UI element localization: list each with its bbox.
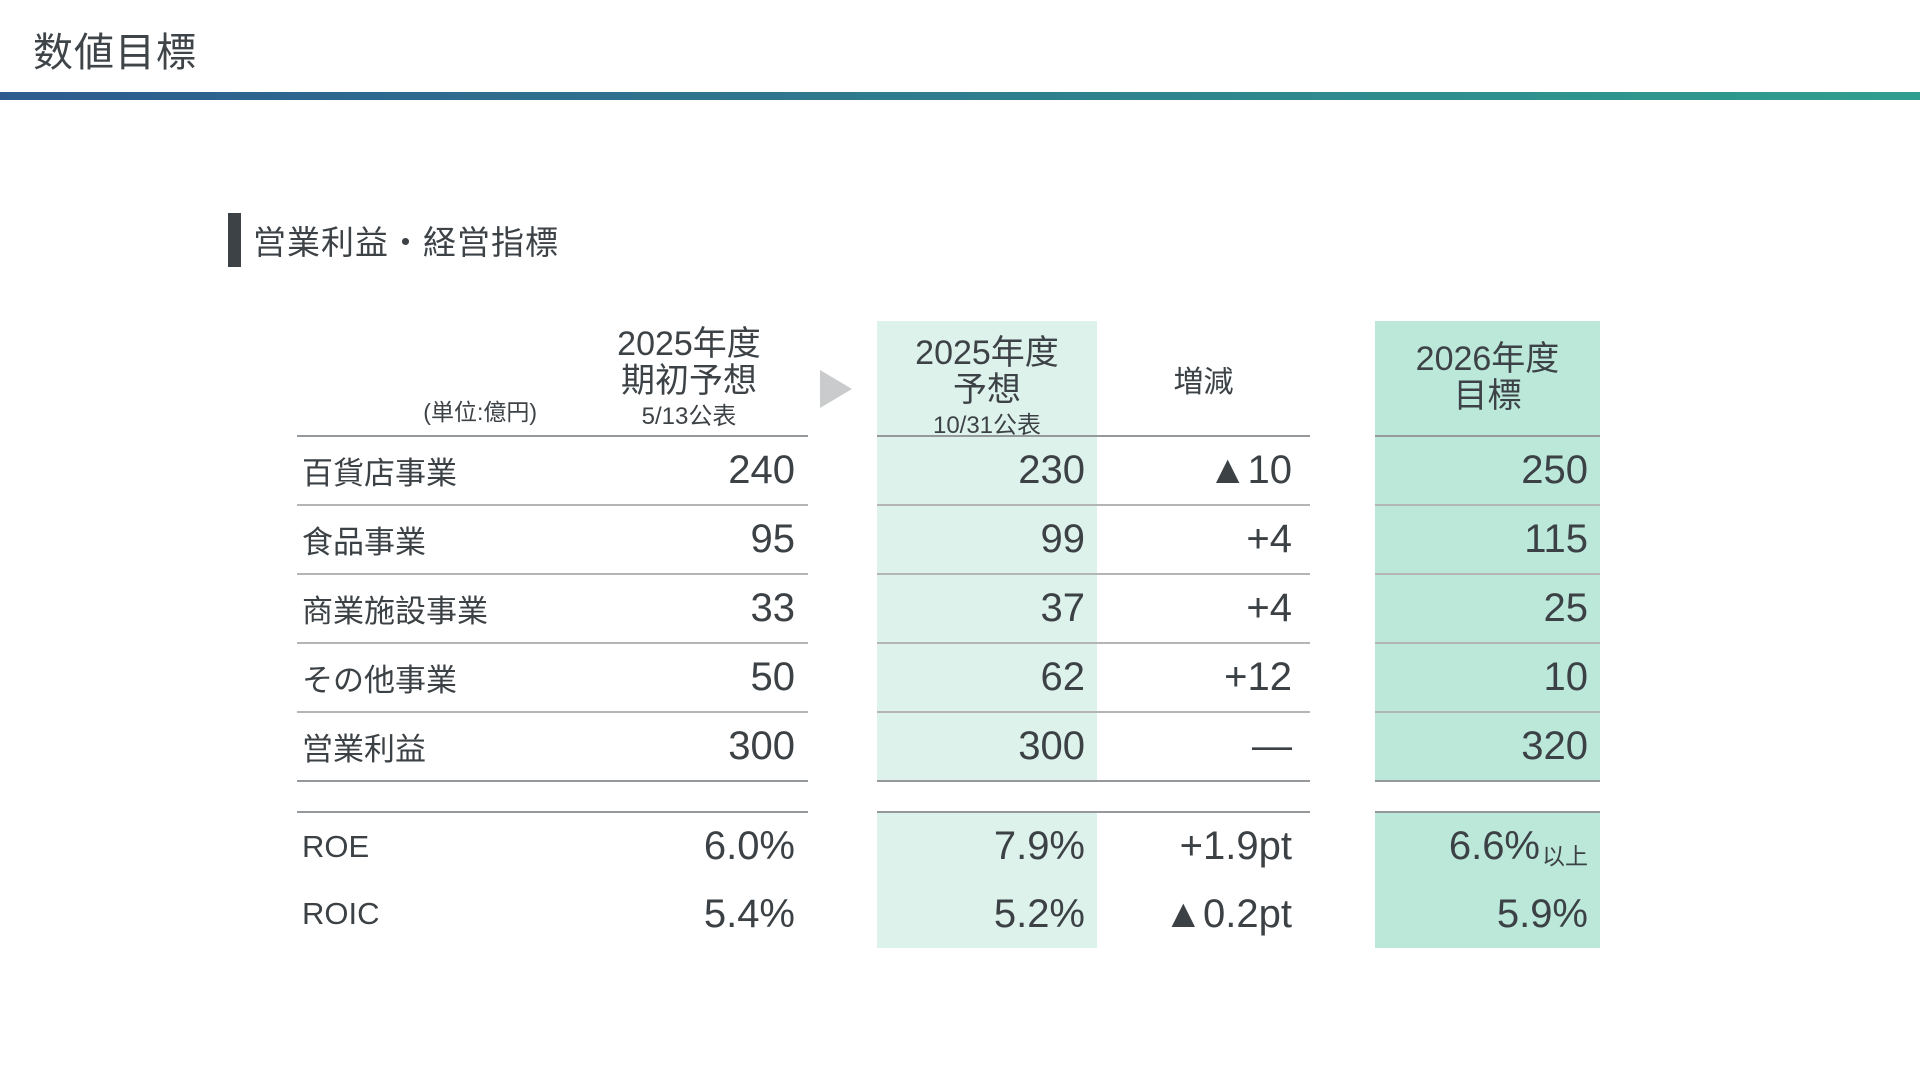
row-label: 百貨店事業 <box>297 437 490 506</box>
row-label: ROIC <box>302 896 380 931</box>
cell-initial: 240 <box>490 437 808 506</box>
column-header-revised-forecast: 2025年度 予想 10/31公表 <box>877 321 1097 439</box>
spacer <box>1310 575 1375 644</box>
spacer <box>1310 880 1375 948</box>
cell-target: 250 <box>1375 437 1600 506</box>
cell-target: 25 <box>1375 575 1600 644</box>
spacer <box>808 437 877 506</box>
section-gap <box>297 782 1600 811</box>
target-suffix: 以上 <box>1542 842 1588 869</box>
page-title: 数値目標 <box>33 31 197 75</box>
cell-change: +12 <box>1097 644 1310 713</box>
title-gradient-rule <box>0 92 1920 100</box>
cell-change: +4 <box>1097 506 1310 575</box>
spacer <box>1310 506 1375 575</box>
cell-change: +4 <box>1097 575 1310 644</box>
kpi-table-header: (単位:億円) 2025年度 期初予想 5/13公表 2025年度 予想 10/… <box>297 320 1600 439</box>
cell-change: ▲10 <box>1097 437 1310 506</box>
spacer <box>808 713 877 782</box>
kpi-table-body: 百貨店事業 240 230 ▲10 250 食品事業 95 99 +4 115 … <box>297 437 1600 948</box>
spacer <box>1310 713 1375 782</box>
cell-initial: 50 <box>490 644 808 713</box>
header-underline-mid <box>877 435 1310 437</box>
initial-forecast-label: 期初予想 <box>621 362 757 400</box>
cell-target: 10 <box>1375 644 1600 713</box>
header-underline-left <box>297 435 808 437</box>
cell-target: 6.6% 以上 <box>1375 811 1600 880</box>
revised-forecast-label: 予想 <box>953 371 1021 409</box>
initial-forecast-year: 2025年度 <box>617 325 761 363</box>
section-marker-bar <box>228 213 241 267</box>
spacer <box>808 644 877 713</box>
cell-change: — <box>1097 713 1310 782</box>
cell-initial: 95 <box>490 506 808 575</box>
row-label: ROE <box>297 811 490 880</box>
row-label: 営業利益 <box>297 713 490 782</box>
cell-initial: 300 <box>490 713 808 782</box>
right-arrow-icon <box>820 370 852 408</box>
column-header-initial-forecast: 2025年度 期初予想 5/13公表 <box>579 326 799 430</box>
revised-forecast-date: 10/31公表 <box>932 412 1042 439</box>
cell-target: 5.9% <box>1375 880 1600 948</box>
target-2026-year: 2026年度 <box>1415 340 1560 378</box>
cell-initial: 5.4% <box>703 891 795 936</box>
spacer <box>808 506 877 575</box>
spacer <box>808 880 877 948</box>
revised-forecast-year: 2025年度 <box>915 334 1059 372</box>
section-heading-label: 営業利益・経営指標 <box>253 224 559 261</box>
cell-revised: 5.2% <box>877 880 1097 948</box>
kpi-table: (単位:億円) 2025年度 期初予想 5/13公表 2025年度 予想 10/… <box>297 320 1600 948</box>
cell-target: 320 <box>1375 713 1600 782</box>
target-value: 6.6% <box>1448 824 1540 868</box>
column-header-target-2026: 2026年度 目標 <box>1375 321 1600 437</box>
cell-change: ▲0.2pt <box>1163 891 1292 936</box>
cell-initial: 33 <box>490 575 808 644</box>
cell-revised: 7.9% <box>877 811 1097 880</box>
unit-note: (単位:億円) <box>423 399 537 425</box>
cell-revised: 230 <box>877 437 1097 506</box>
section-heading: 営業利益・経営指標 <box>228 213 559 267</box>
row-label: その他事業 <box>297 644 490 713</box>
cell-revised: 37 <box>877 575 1097 644</box>
spacer <box>1310 644 1375 713</box>
cell-change: +1.9pt <box>1097 811 1310 880</box>
cell-revised: 62 <box>877 644 1097 713</box>
spacer <box>1310 811 1375 880</box>
cell-revised: 99 <box>877 506 1097 575</box>
target-2026-label: 目標 <box>1453 377 1522 415</box>
spacer <box>808 811 877 880</box>
row-label: 食品事業 <box>297 506 490 575</box>
cell-revised: 300 <box>877 713 1097 782</box>
column-header-change: 増減 <box>1173 365 1234 399</box>
cell-target: 115 <box>1375 506 1600 575</box>
initial-forecast-date: 5/13公表 <box>641 403 737 430</box>
row-label: 商業施設事業 <box>297 575 490 644</box>
header-underline-right <box>1375 435 1600 437</box>
cell-initial: 6.0% <box>490 811 808 880</box>
spacer <box>1310 437 1375 506</box>
spacer <box>808 575 877 644</box>
